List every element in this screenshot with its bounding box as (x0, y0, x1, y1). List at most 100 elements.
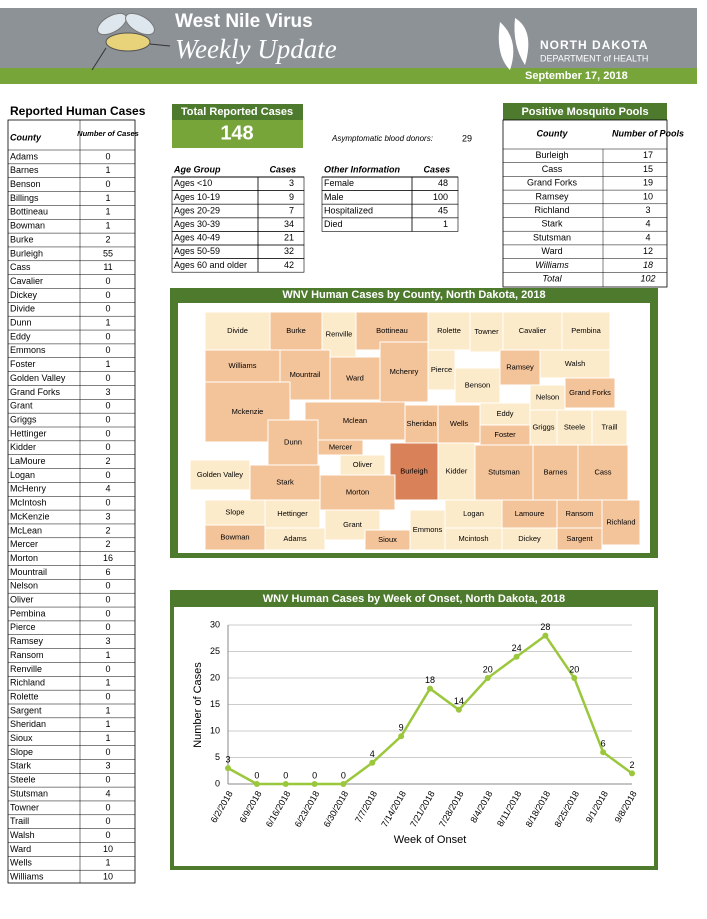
pool-county: Total (542, 274, 562, 284)
row-label: Died (324, 219, 343, 229)
table-frame (7, 119, 136, 884)
county-label: Barnes (544, 467, 568, 476)
county-cases: 0 (105, 691, 110, 701)
county-cases: 1 (105, 858, 110, 868)
y-tick-label: 15 (210, 699, 220, 709)
county-cases: 0 (105, 816, 110, 826)
county-name: Mountrail (10, 567, 47, 577)
county-label: Bowman (220, 532, 249, 541)
county-name: Logan (10, 470, 35, 480)
pool-county: Williams (535, 260, 569, 270)
county-name: McIntosh (10, 498, 47, 508)
x-axis-label: Week of Onset (394, 834, 467, 846)
row-value: 3 (289, 178, 294, 188)
row-label: Ages 50-59 (174, 246, 220, 256)
asymptomatic-label: Asymptomatic blood donors: (331, 134, 433, 143)
county-label: Walsh (565, 359, 586, 368)
county-label: Logan (463, 509, 484, 518)
mosquito-title: Positive Mosquito Pools (521, 106, 648, 118)
county-shape (204, 311, 271, 351)
county-name: Renville (10, 664, 42, 674)
data-label: 4 (370, 749, 375, 759)
county-name: Williams (10, 872, 44, 882)
county-name: Steele (10, 775, 36, 785)
county-label: Mchenry (390, 367, 419, 376)
pool-count: 12 (643, 246, 653, 256)
county-name: Nelson (10, 581, 38, 591)
data-point (600, 749, 607, 756)
county-cases: 1 (105, 193, 110, 203)
table-cell (257, 231, 305, 246)
table-header: County (10, 132, 42, 142)
county-cases: 0 (105, 290, 110, 300)
county-shape (556, 527, 603, 551)
data-label: 2 (629, 760, 634, 770)
county-shape (189, 459, 251, 491)
y-tick-label: 0 (215, 778, 220, 788)
pool-count: 10 (643, 191, 653, 201)
county-name: Bowman (10, 221, 45, 231)
county-cases: 10 (103, 872, 113, 882)
county-shape (249, 464, 321, 501)
county-label: Oliver (353, 460, 373, 469)
table-cell (411, 217, 459, 232)
data-label: 20 (483, 664, 493, 674)
county-label: Pierce (431, 365, 452, 374)
county-name: McKenzie (10, 511, 50, 521)
total-box (172, 120, 303, 148)
county-cases: 1 (105, 719, 110, 729)
county-shape (264, 527, 326, 551)
table-cell (257, 190, 305, 205)
county-cases: 0 (105, 608, 110, 618)
data-label: 0 (341, 770, 346, 780)
county-cases: 4 (105, 484, 110, 494)
county-cases: 3 (105, 636, 110, 646)
county-cases: 0 (105, 414, 110, 424)
county-shape (304, 401, 406, 441)
data-point (225, 765, 231, 772)
county-label: Eddy (496, 409, 513, 418)
y-tick-label: 30 (210, 619, 220, 629)
table-header: County (537, 128, 569, 138)
county-shape (529, 384, 566, 411)
row-label: Ages <10 (174, 178, 212, 188)
county-cases: 11 (103, 262, 112, 272)
county-cases: 2 (105, 234, 110, 244)
county-shape (601, 499, 641, 546)
county-label: Grant (343, 520, 363, 529)
county-name: Sioux (10, 733, 33, 743)
data-point (513, 653, 520, 660)
table-cell (257, 176, 305, 191)
county-label: Sargent (566, 534, 593, 543)
county-name: Cass (10, 262, 31, 272)
county-cases: 10 (103, 844, 113, 854)
county-label: Stutsman (488, 467, 520, 476)
county-cases: 0 (105, 428, 110, 438)
county-label: Rolette (437, 326, 461, 335)
county-name: McLean (10, 525, 42, 535)
county-cases: 0 (105, 373, 110, 383)
data-point (629, 770, 635, 777)
county-cases: 0 (105, 775, 110, 785)
county-cases: 1 (105, 318, 110, 328)
table-header: Cases (423, 164, 450, 174)
county-name: Ramsey (10, 636, 44, 646)
county-cases: 2 (105, 525, 110, 535)
county-shape (561, 311, 611, 351)
county-label: Burke (286, 326, 306, 335)
data-label: 0 (283, 770, 288, 780)
county-cases: 0 (105, 802, 110, 812)
county-cases: 16 (103, 553, 113, 563)
data-point (542, 632, 549, 639)
header-stripe (0, 68, 697, 84)
table-cell (411, 203, 459, 219)
county-label: Foster (494, 430, 516, 439)
county-name: Burleigh (10, 248, 43, 258)
county-cases: 0 (105, 498, 110, 508)
county-name: Eddy (10, 331, 31, 341)
table-cell (257, 217, 305, 232)
county-label: Mcintosh (458, 534, 488, 543)
county-label: Bottineau (376, 326, 408, 335)
county-cases: 1 (105, 359, 110, 369)
asymptomatic-value: 29 (462, 133, 472, 143)
